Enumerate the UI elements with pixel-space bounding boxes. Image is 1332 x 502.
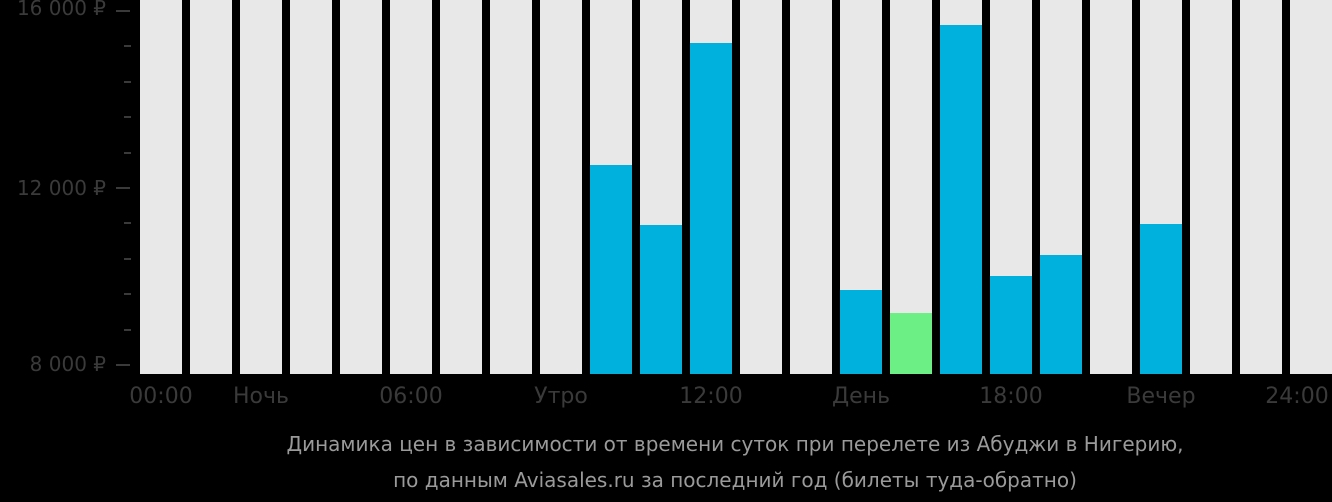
bar-slot-04:00[interactable]	[340, 0, 382, 374]
min-price-bar-15:00[interactable]	[890, 313, 932, 374]
price-bar-18:00[interactable]	[1040, 255, 1082, 374]
y-minor-tick	[124, 152, 131, 154]
bar-slot-05:00[interactable]	[390, 0, 432, 374]
x-label-0600: 06:00	[379, 384, 443, 409]
y-minor-tick	[124, 116, 131, 118]
chart-caption-line2: по данным Aviasales.ru за последний год …	[393, 468, 1077, 492]
price-bar-09:00[interactable]	[590, 165, 632, 374]
y-minor-tick	[124, 45, 131, 47]
price-bar-14:00[interactable]	[840, 290, 882, 374]
y-label-8000: 8 000 ₽	[29, 352, 106, 376]
x-label-evening: Вечер	[1126, 384, 1196, 409]
bar-slot-19:00[interactable]	[1090, 0, 1132, 374]
y-major-tick	[116, 187, 130, 189]
y-minor-tick	[124, 222, 131, 224]
chart-caption-line1: Динамика цен в зависимости от времени су…	[286, 432, 1184, 456]
y-major-tick	[116, 10, 130, 12]
bar-slot-23:00[interactable]	[1290, 0, 1332, 374]
bar-slot-03:00[interactable]	[290, 0, 332, 374]
x-label-day: День	[831, 384, 891, 409]
bar-slot-21:00[interactable]	[1190, 0, 1232, 374]
bar-slot-07:00[interactable]	[490, 0, 532, 374]
y-label-12000: 12 000 ₽	[16, 176, 106, 200]
x-label-morning: Утро	[534, 384, 588, 409]
y-minor-tick	[124, 293, 131, 295]
price-bar-20:00[interactable]	[1140, 224, 1182, 374]
y-minor-tick	[124, 329, 131, 331]
x-label-night: Ночь	[233, 384, 289, 409]
bar-slot-08:00[interactable]	[540, 0, 582, 374]
x-label-2400: 24:00	[1265, 384, 1329, 409]
x-label-1800: 18:00	[979, 384, 1043, 409]
price-bar-17:00[interactable]	[990, 276, 1032, 374]
bar-slot-13:00[interactable]	[790, 0, 832, 374]
bar-slot-22:00[interactable]	[1240, 0, 1282, 374]
bar-slot-02:00[interactable]	[240, 0, 282, 374]
x-label-1200: 12:00	[679, 384, 743, 409]
bar-slot-06:00[interactable]	[440, 0, 482, 374]
price-bar-10:00[interactable]	[640, 225, 682, 374]
y-label-16000: 16 000 ₽	[16, 0, 106, 20]
bar-slot-12:00[interactable]	[740, 0, 782, 374]
y-minor-tick	[124, 81, 131, 83]
x-label-0000: 00:00	[129, 384, 193, 409]
bar-slot-15:00[interactable]	[890, 0, 932, 374]
y-major-tick	[116, 364, 130, 366]
price-bar-16:00[interactable]	[940, 25, 982, 374]
bar-slot-00:00[interactable]	[140, 0, 182, 374]
price-bar-11:00[interactable]	[690, 43, 732, 374]
y-minor-tick	[124, 258, 131, 260]
bar-slot-01:00[interactable]	[190, 0, 232, 374]
